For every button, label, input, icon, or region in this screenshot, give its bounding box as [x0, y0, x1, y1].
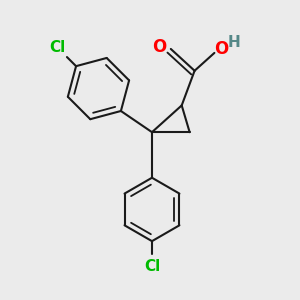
Text: Cl: Cl — [50, 40, 66, 56]
Text: O: O — [214, 40, 229, 58]
Text: H: H — [228, 34, 241, 50]
Text: Cl: Cl — [144, 260, 160, 274]
Text: O: O — [152, 38, 166, 56]
